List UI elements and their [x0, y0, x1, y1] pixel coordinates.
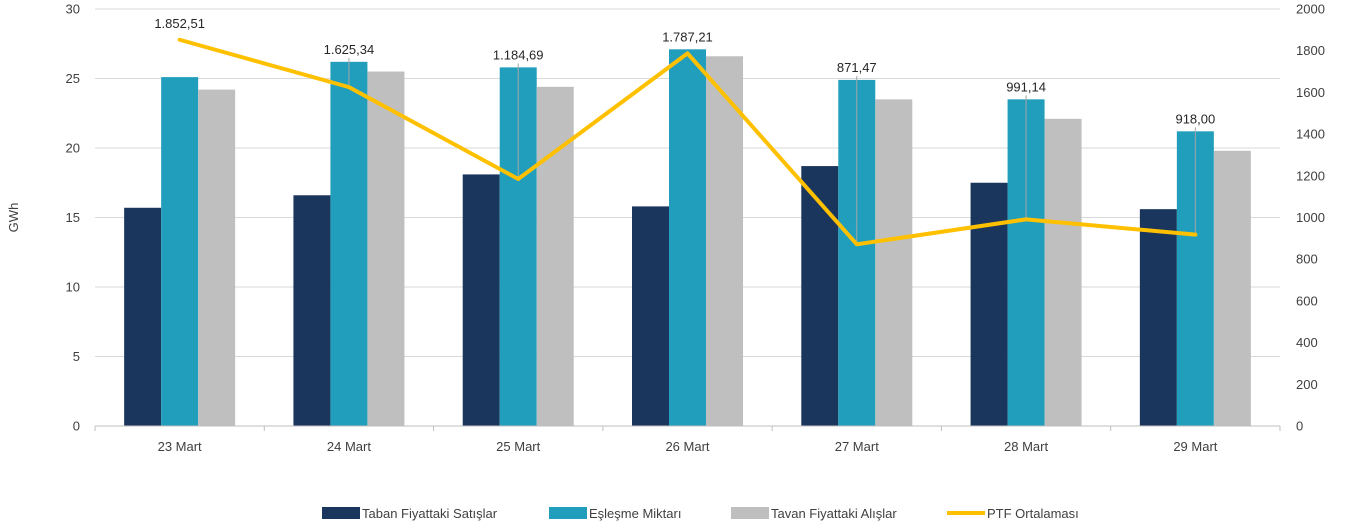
legend: Taban Fiyattaki Satışlar Eşleşme Miktarı T… [322, 506, 1079, 521]
y2-tick-label: 600 [1296, 293, 1318, 308]
y2-tick-label: 1400 [1296, 127, 1325, 142]
legend-item: PTF Ortalaması [947, 506, 1079, 521]
bars [124, 49, 1251, 427]
y2-tick-label: 200 [1296, 377, 1318, 392]
bar [367, 71, 405, 427]
label-leader-lines [348, 57, 1196, 245]
y2-tick-label: 0 [1296, 419, 1303, 434]
ptf-data-label: 1.625,34 [324, 42, 375, 57]
bar [632, 206, 669, 426]
y-tick-label: 20 [66, 141, 80, 156]
legend-label: Tavan Fiyattaki Alışlar [771, 506, 897, 521]
legend-label: PTF Ortalaması [987, 506, 1079, 521]
legend-swatch [549, 507, 587, 519]
bar [1044, 118, 1082, 426]
y-tick-label: 30 [66, 2, 80, 17]
y2-tick-label: 1600 [1296, 85, 1325, 100]
y2-tick-label: 1200 [1296, 168, 1325, 183]
y-tick-label: 0 [73, 419, 80, 434]
bar [970, 182, 1008, 426]
ptf-data-label: 918,00 [1175, 111, 1215, 126]
y2-tick-label: 400 [1296, 335, 1318, 350]
bar [330, 61, 368, 426]
bar [1139, 209, 1177, 426]
y2-tick-label: 2000 [1296, 2, 1325, 17]
bar [536, 86, 574, 426]
bar [706, 56, 743, 426]
ptf-data-label: 991,14 [1006, 79, 1046, 94]
bar [669, 49, 706, 427]
x-tick-label: 23 Mart [158, 439, 202, 454]
bar [124, 207, 162, 426]
y-tick-label: 5 [73, 349, 80, 364]
right-axis: 0 200 400 600 800 1000 1200 1400 1600 1800 2000 [1296, 2, 1325, 434]
x-tick-label: 26 Mart [665, 439, 709, 454]
bar [462, 174, 500, 426]
y2-tick-label: 1800 [1296, 43, 1325, 58]
y2-tick-label: 1000 [1296, 210, 1325, 225]
bar [1213, 150, 1251, 426]
y2-tick-label: 800 [1296, 252, 1318, 267]
y-tick-label: 15 [66, 210, 80, 225]
legend-item: Tavan Fiyattaki Alışlar [731, 506, 897, 521]
x-tick-label: 29 Mart [1173, 439, 1217, 454]
ptf-data-label: 871,47 [837, 60, 877, 75]
ptf-data-label: 1.787,21 [662, 29, 713, 44]
bar [161, 77, 199, 427]
ptf-line-series [177, 37, 1198, 247]
y-axis-label: GWh [6, 203, 21, 233]
x-axis: 23 Mart 24 Mart 25 Mart 26 Mart 27 Mart 28 Ma… [94, 425, 1281, 454]
bar [198, 89, 236, 427]
y-tick-label: 10 [66, 280, 80, 295]
legend-label: Eşleşme Miktarı [589, 506, 681, 521]
bar [875, 99, 913, 426]
legend-swatch [731, 507, 769, 519]
ptf-data-label: 1.852,51 [154, 16, 205, 31]
x-tick-label: 24 Mart [327, 439, 371, 454]
y-tick-label: 25 [66, 71, 80, 86]
bar [293, 195, 331, 426]
legend-label: Taban Fiyattaki Satışlar [362, 506, 498, 521]
legend-item: Taban Fiyattaki Satışlar [322, 506, 498, 521]
data-labels: 1.852,51 1.625,34 1.184,69 1.787,21 871,47 99… [154, 16, 1215, 127]
x-tick-label: 25 Mart [496, 439, 540, 454]
legend-item: Eşleşme Miktarı [549, 506, 681, 521]
x-tick-label: 27 Mart [835, 439, 879, 454]
legend-swatch [322, 507, 360, 519]
bar [801, 166, 839, 426]
ptf-data-label: 1.184,69 [493, 47, 544, 62]
x-tick-label: 28 Mart [1004, 439, 1048, 454]
left-axis: 0 5 10 15 20 25 30 [66, 2, 80, 434]
